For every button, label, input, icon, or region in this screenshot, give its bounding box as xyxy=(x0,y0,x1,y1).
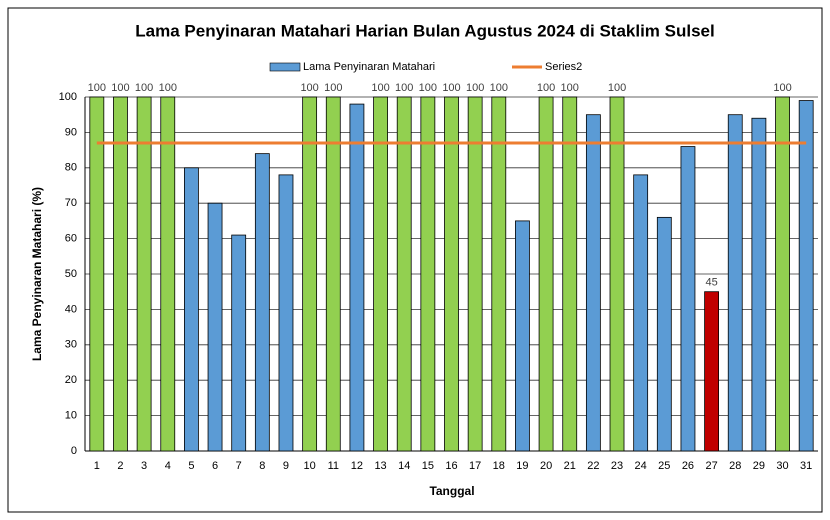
x-tick-label: 24 xyxy=(635,460,647,472)
x-tick-label: 14 xyxy=(398,460,410,472)
y-tick-label: 0 xyxy=(71,445,77,457)
x-tick-label: 7 xyxy=(236,460,242,472)
bar xyxy=(278,174,294,452)
x-tick-label: 23 xyxy=(611,460,623,472)
bar xyxy=(798,100,814,452)
x-tick-label: 13 xyxy=(374,460,386,472)
x-tick-label: 9 xyxy=(283,460,289,472)
data-label: 100 xyxy=(537,82,555,94)
x-axis-label: Tanggal xyxy=(429,484,474,498)
y-tick-label: 40 xyxy=(65,303,77,315)
bar xyxy=(751,117,767,452)
bar xyxy=(633,174,649,452)
x-tick-label: 19 xyxy=(516,460,528,472)
bar xyxy=(160,96,176,452)
chart-frame xyxy=(7,7,823,513)
bar xyxy=(609,96,625,452)
bar xyxy=(775,96,790,452)
y-tick-label: 50 xyxy=(65,268,77,280)
legend-label: Lama Penyinaran Matahari xyxy=(303,61,435,73)
data-label: 100 xyxy=(88,82,106,94)
data-label: 100 xyxy=(608,82,626,94)
data-label: 100 xyxy=(395,82,413,94)
data-label: 45 xyxy=(705,277,717,289)
bar xyxy=(727,114,743,452)
y-axis-label: Lama Penyinaran Matahari (%) xyxy=(30,187,44,361)
bar xyxy=(491,96,507,452)
bar xyxy=(656,216,672,452)
x-tick-label: 5 xyxy=(188,460,194,472)
x-tick-label: 10 xyxy=(304,460,316,472)
x-tick-label: 1 xyxy=(94,460,100,472)
bar xyxy=(207,202,223,452)
bar xyxy=(444,96,459,452)
bar xyxy=(704,291,719,452)
bar xyxy=(231,234,247,452)
y-tick-label: 70 xyxy=(65,197,77,209)
bar xyxy=(113,96,128,452)
x-tick-label: 4 xyxy=(165,460,171,472)
x-tick-label: 29 xyxy=(753,460,765,472)
legend-swatch xyxy=(269,62,301,72)
y-tick-label: 100 xyxy=(59,91,77,103)
data-label: 100 xyxy=(135,82,153,94)
bar xyxy=(538,96,554,452)
data-label: 100 xyxy=(324,82,342,94)
x-tick-label: 3 xyxy=(141,460,147,472)
bar xyxy=(349,103,365,452)
data-label: 100 xyxy=(419,82,437,94)
bar xyxy=(184,167,199,452)
y-tick-label: 10 xyxy=(65,410,77,422)
bar xyxy=(136,96,152,452)
data-label: 100 xyxy=(561,82,579,94)
y-tick-label: 90 xyxy=(65,126,77,138)
x-tick-label: 16 xyxy=(445,460,457,472)
bar xyxy=(585,114,601,452)
x-tick-label: 6 xyxy=(212,460,218,472)
x-tick-label: 31 xyxy=(800,460,812,472)
x-tick-label: 25 xyxy=(658,460,670,472)
x-tick-label: 22 xyxy=(587,460,599,472)
x-tick-label: 20 xyxy=(540,460,552,472)
bar xyxy=(515,220,530,452)
y-tick-label: 80 xyxy=(65,162,77,174)
data-label: 100 xyxy=(466,82,484,94)
x-tick-label: 12 xyxy=(351,460,363,472)
x-tick-label: 27 xyxy=(705,460,717,472)
x-tick-label: 11 xyxy=(328,460,339,472)
data-label: 100 xyxy=(773,82,791,94)
data-label: 100 xyxy=(371,82,389,94)
data-label: 100 xyxy=(300,82,318,94)
bar xyxy=(302,96,318,452)
x-tick-label: 8 xyxy=(259,460,265,472)
bar xyxy=(325,96,341,452)
x-tick-label: 30 xyxy=(776,460,788,472)
bar xyxy=(467,96,483,452)
data-label: 100 xyxy=(159,82,177,94)
data-label: 100 xyxy=(111,82,129,94)
x-tick-label: 15 xyxy=(422,460,434,472)
bar xyxy=(373,96,388,452)
x-tick-label: 28 xyxy=(729,460,741,472)
y-tick-label: 30 xyxy=(65,339,77,351)
x-tick-label: 2 xyxy=(117,460,123,472)
x-tick-label: 18 xyxy=(493,460,505,472)
y-tick-label: 60 xyxy=(65,233,77,245)
data-label: 100 xyxy=(490,82,508,94)
chart-title: Lama Penyinaran Matahari Harian Bulan Ag… xyxy=(135,21,714,40)
bar xyxy=(396,96,412,452)
legend-label: Series2 xyxy=(545,61,582,73)
y-tick-label: 20 xyxy=(65,374,77,386)
bar xyxy=(420,96,436,452)
x-tick-label: 26 xyxy=(682,460,694,472)
bar xyxy=(680,146,696,452)
bar xyxy=(254,153,270,452)
x-tick-label: 17 xyxy=(469,460,481,472)
data-label: 100 xyxy=(442,82,460,94)
bar xyxy=(562,96,578,452)
x-tick-label: 21 xyxy=(564,460,576,472)
bar xyxy=(89,96,105,452)
